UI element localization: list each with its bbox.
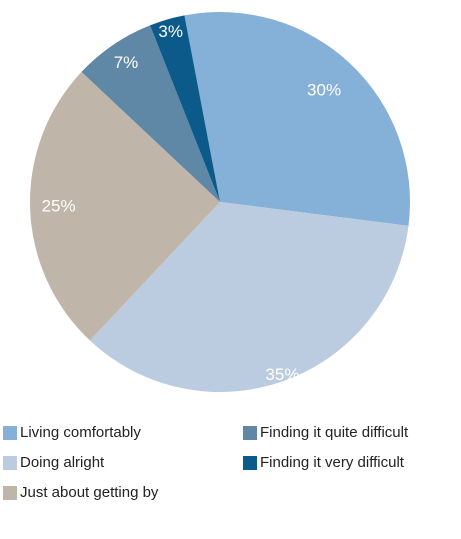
legend-swatch <box>243 426 257 440</box>
slice-label: 30% <box>307 81 341 100</box>
pie-slice <box>184 11 410 226</box>
slice-label: 7% <box>114 53 139 72</box>
legend-swatch <box>3 486 17 500</box>
legend-swatch <box>3 426 17 440</box>
pie-slice <box>150 15 220 203</box>
legend-label: Finding it very difficult <box>260 454 405 471</box>
legend-label: Living comfortably <box>20 424 141 441</box>
legend-label: Finding it quite difficult <box>260 424 409 441</box>
pie-slice <box>30 71 220 341</box>
legend-swatch <box>243 456 257 470</box>
slice-label: 3% <box>158 22 183 41</box>
legend-label: Doing alright <box>20 454 105 471</box>
legend-swatch <box>3 456 17 470</box>
slice-label: 25% <box>42 197 76 216</box>
pie-slice <box>89 202 409 393</box>
slice-label: 35% <box>265 365 299 384</box>
legend-label: Just about getting by <box>20 484 159 501</box>
pie-slice <box>81 25 220 202</box>
